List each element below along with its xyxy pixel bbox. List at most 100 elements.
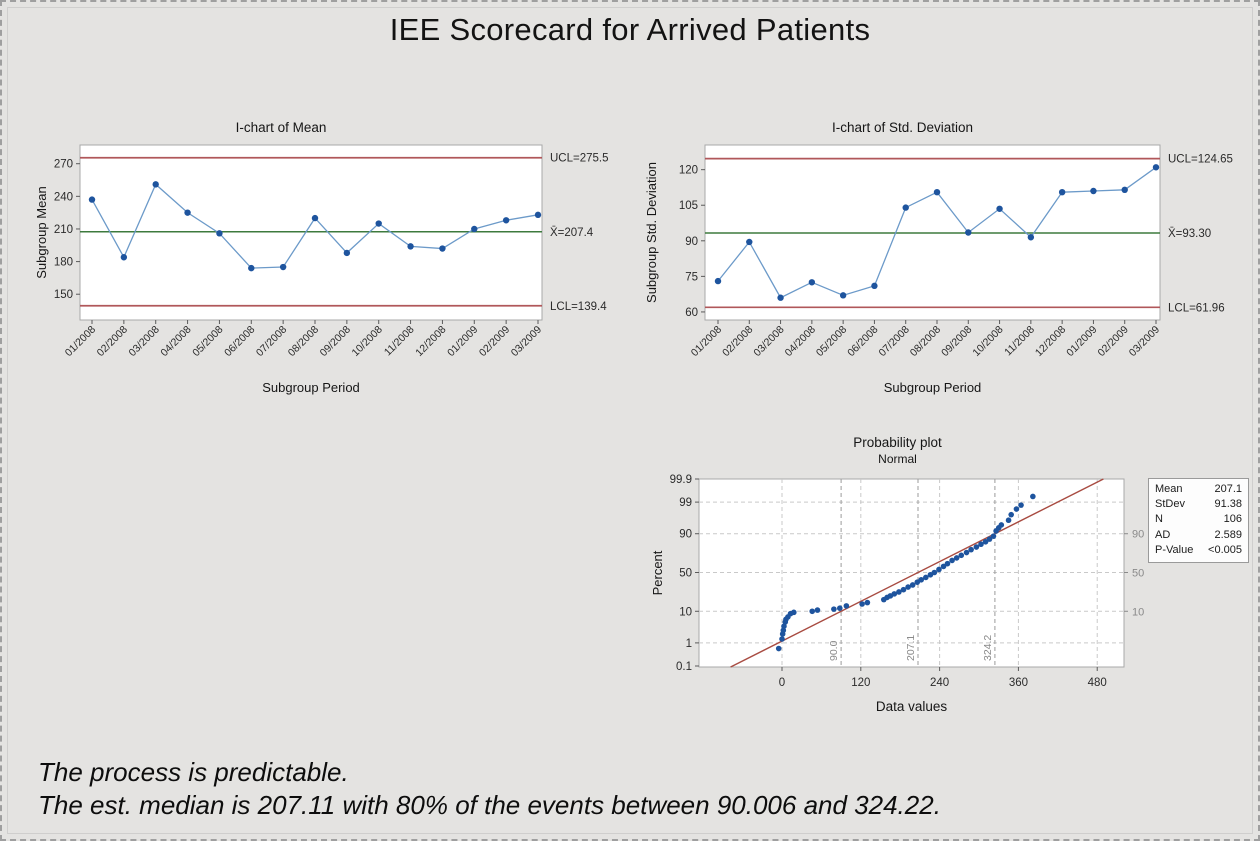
reference-line-label: 324.2: [982, 635, 994, 661]
data-point: [777, 294, 784, 301]
y-tick-label: 0.1: [676, 661, 692, 673]
right-axis-label: 90: [1132, 529, 1144, 541]
data-point: [1030, 493, 1036, 500]
data-point: [152, 181, 159, 188]
x-tick-label: 03/2008: [751, 324, 786, 359]
data-point: [900, 586, 907, 593]
reference-line-label: 90.0: [828, 640, 840, 661]
x-tick-label: 10/2008: [970, 324, 1005, 359]
x-tick-label: 06/2008: [845, 324, 880, 359]
lcl-label: LCL=61.96: [1168, 302, 1225, 314]
ucl-label: UCL=124.65: [1168, 154, 1233, 166]
legend-value: 91.38: [1214, 498, 1242, 511]
y-tick-label: 150: [54, 289, 73, 301]
y-tick-label: 240: [54, 191, 73, 203]
data-point: [407, 243, 414, 250]
data-point: [940, 563, 947, 570]
data-point: [944, 560, 951, 567]
chart-title: Probability plot: [853, 435, 942, 450]
data-point: [982, 538, 989, 545]
x-tick-label: 360: [1009, 677, 1028, 689]
center-label: X̄=93.30: [1168, 227, 1211, 240]
data-point: [502, 217, 510, 224]
data-point: [311, 214, 319, 222]
legend-row-p-value: P-Value <0.005: [1155, 543, 1242, 558]
data-point: [958, 552, 965, 559]
data-point: [814, 607, 821, 613]
x-tick-label: 11/2008: [1002, 324, 1037, 359]
y-axis-title: Subgroup Mean: [34, 186, 49, 279]
y-tick-label: 75: [685, 271, 698, 283]
x-axis-title: Subgroup Period: [884, 380, 982, 395]
data-point: [998, 522, 1005, 528]
x-tick-label: 03/2009: [1127, 324, 1162, 359]
data-point: [775, 645, 782, 652]
x-tick-label: 02/2008: [95, 324, 130, 359]
data-point: [779, 636, 785, 642]
data-point: [471, 225, 478, 233]
center-label: X̄=207.4: [550, 226, 594, 239]
x-tick-label: 02/2009: [477, 324, 512, 359]
y-tick-label: 90: [685, 236, 698, 248]
x-tick-label: 12/2008: [413, 324, 448, 359]
page-title: IEE Scorecard for Arrived Patients: [389, 12, 871, 47]
chart-title: I-chart of Std. Deviation: [832, 120, 973, 135]
legend-label: StDev: [1155, 498, 1185, 511]
data-point: [88, 196, 96, 203]
data-point: [534, 211, 542, 219]
reference-line-label: 207.1: [905, 635, 917, 661]
x-tick-label: 01/2009: [1064, 324, 1099, 359]
y-tick-label: 120: [679, 165, 698, 177]
x-tick-label: 0: [779, 677, 785, 689]
data-point: [809, 608, 816, 615]
legend-row-n: N 106: [1155, 512, 1242, 527]
data-point: [746, 238, 753, 246]
y-tick-label: 99: [679, 497, 692, 509]
y-axis-title: Percent: [650, 550, 665, 595]
legend-row-ad: AD 2.589: [1155, 528, 1242, 543]
data-point: [1005, 517, 1012, 524]
data-point: [714, 277, 722, 285]
x-tick-label: 07/2008: [254, 324, 289, 359]
right-axis-label: 10: [1132, 606, 1144, 618]
x-tick-label: 09/2008: [318, 324, 353, 359]
y-tick-label: 90: [679, 529, 692, 541]
x-tick-label: 08/2008: [908, 324, 943, 359]
data-point: [836, 605, 843, 612]
data-point: [839, 292, 847, 299]
data-point: [184, 209, 191, 216]
y-axis-title: Subgroup Std. Deviation: [644, 162, 659, 303]
y-tick-label: 99.9: [670, 474, 692, 486]
legend-value: 2.589: [1214, 528, 1242, 541]
x-tick-label: 09/2008: [939, 324, 974, 359]
x-tick-label: 01/2009: [445, 324, 480, 359]
data-point: [1058, 188, 1066, 196]
data-point: [831, 606, 837, 612]
x-tick-label: 06/2008: [222, 324, 257, 359]
data-point: [933, 188, 941, 196]
ucl-label: UCL=275.5: [550, 153, 609, 165]
data-point: [439, 245, 446, 252]
data-point: [1013, 506, 1020, 512]
conclusion-line-1: The process is predictable.: [38, 757, 349, 787]
y-tick-label: 180: [54, 257, 73, 269]
data-point: [986, 536, 993, 542]
data-point: [965, 229, 972, 236]
x-tick-label: 03/2008: [127, 324, 162, 359]
data-point: [859, 601, 865, 607]
y-tick-label: 60: [685, 307, 698, 319]
data-point: [780, 627, 787, 634]
ichart-of-std-deviation: 120 105 90 75 60 01/200802/200803/200804/2008…: [644, 120, 1233, 395]
x-tick-label: 05/2008: [814, 324, 849, 359]
legend-value: 106: [1223, 513, 1242, 526]
legend-label: AD: [1155, 528, 1171, 541]
x-tick-label: 03/2009: [509, 324, 544, 359]
data-point: [248, 264, 255, 272]
x-tick-label: 01/2008: [63, 324, 98, 359]
data-point: [923, 574, 929, 581]
data-point: [808, 279, 816, 286]
x-tick-label: 10/2008: [350, 324, 385, 359]
data-point: [1152, 164, 1160, 171]
data-point: [902, 204, 909, 211]
data-point: [375, 220, 382, 227]
